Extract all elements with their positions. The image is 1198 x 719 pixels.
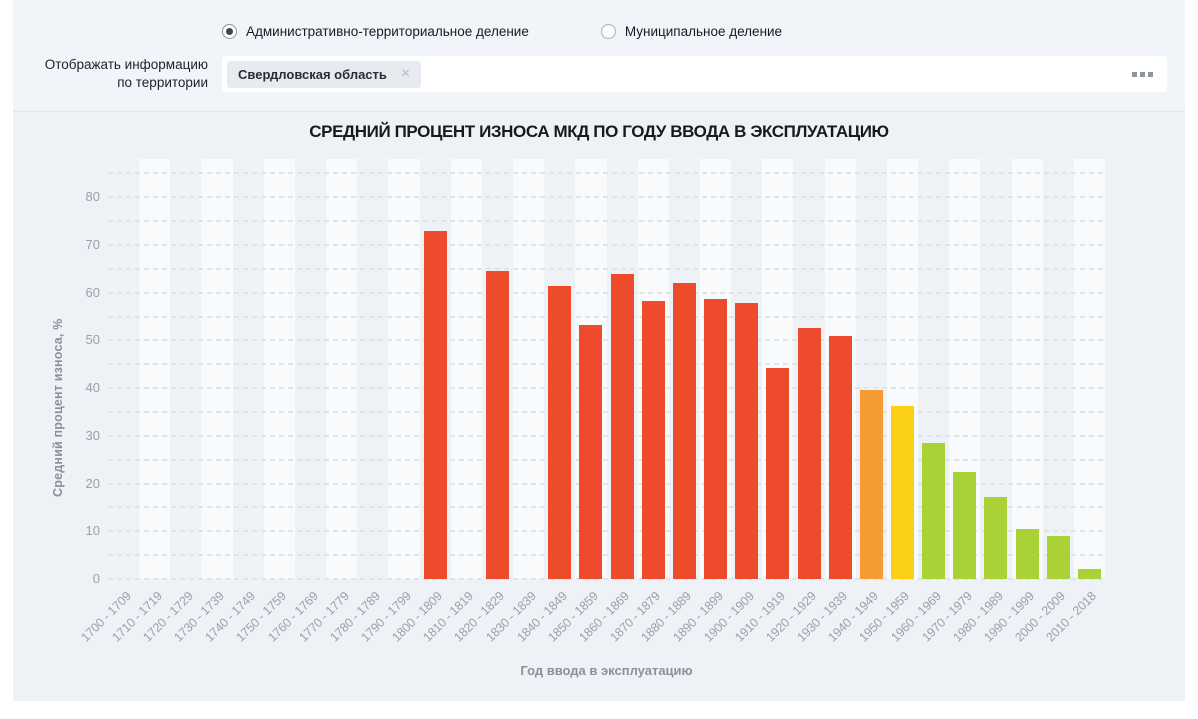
plot-stripe xyxy=(357,159,389,579)
grid-line xyxy=(108,243,1105,246)
y-tick-label: 10 xyxy=(85,523,100,539)
radio-administrative-division[interactable]: Административно-территориальное деление xyxy=(222,23,529,39)
grid-line xyxy=(108,578,1105,580)
dot xyxy=(1148,71,1153,77)
y-tick-label: 80 xyxy=(85,189,100,205)
bar-1880-1889[interactable] xyxy=(672,283,696,579)
territory-chip-label: Свердловская область xyxy=(238,66,387,82)
bar-1920-1929[interactable] xyxy=(797,328,821,579)
grid-line xyxy=(108,387,1105,390)
bar-1950-1959[interactable] xyxy=(890,406,914,579)
grid-line xyxy=(108,196,1105,199)
plot-stripe xyxy=(388,159,420,579)
chart-panel: СРЕДНИЙ ПРОЦЕНТ ИЗНОСА МКД ПО ГОДУ ВВОДА… xyxy=(13,112,1185,701)
page: Административно-территориальное деление … xyxy=(13,0,1185,701)
bar-1940-1949[interactable] xyxy=(859,390,883,579)
division-radio-row: Административно-территориальное деление … xyxy=(13,20,1185,42)
bar-1850-1859[interactable] xyxy=(579,325,603,579)
plot-stripe xyxy=(201,159,233,579)
bar-1970-1979[interactable] xyxy=(953,472,977,579)
bar-1820-1829[interactable] xyxy=(485,271,509,579)
territory-filter-panel: Административно-территориальное деление … xyxy=(13,0,1185,112)
grid-line xyxy=(108,458,1105,461)
bar-1980-1989[interactable] xyxy=(984,496,1008,579)
bar-1900-1909[interactable] xyxy=(735,303,759,579)
grid-line xyxy=(108,172,1105,175)
bar-1800-1809[interactable] xyxy=(423,230,447,579)
territory-field-label: Отображать информацию по территории xyxy=(44,57,208,91)
bar-2010-2018[interactable] xyxy=(1077,568,1101,579)
grid-line xyxy=(108,315,1105,318)
y-tick-label: 50 xyxy=(85,332,100,348)
chart-title: СРЕДНИЙ ПРОЦЕНТ ИЗНОСА МКД ПО ГОДУ ВВОДА… xyxy=(309,122,889,141)
territory-chip[interactable]: Свердловская область × xyxy=(227,60,422,88)
y-tick-label: 20 xyxy=(85,475,100,491)
territory-input[interactable]: Свердловская область × xyxy=(222,56,1167,93)
dot xyxy=(1132,71,1137,77)
grid-line xyxy=(108,220,1105,223)
grid-line xyxy=(108,482,1105,485)
grid-line xyxy=(108,506,1105,509)
x-axis-title: Год ввода в эксплуатацию xyxy=(520,663,693,678)
y-tick-label: 60 xyxy=(85,284,100,300)
plot-stripe xyxy=(232,159,264,579)
bar-1960-1969[interactable] xyxy=(922,442,946,579)
bar-1910-1919[interactable] xyxy=(766,368,790,579)
bar-1840-1849[interactable] xyxy=(548,286,572,579)
plot-stripe xyxy=(1073,159,1105,579)
radio-button-icon[interactable] xyxy=(600,23,616,39)
grid-line xyxy=(108,410,1105,413)
bar-1990-1999[interactable] xyxy=(1015,529,1039,579)
plot-area xyxy=(108,159,1105,580)
radio-municipal-division[interactable]: Муниципальное деление xyxy=(600,23,783,39)
bar-1890-1899[interactable] xyxy=(704,299,728,579)
y-tick-label: 30 xyxy=(85,427,100,443)
radio-label: Административно-территориальное деление xyxy=(246,23,529,39)
plot-stripe xyxy=(326,159,358,579)
plot-stripe xyxy=(108,159,140,579)
plot-stripe xyxy=(139,159,171,579)
plot-stripe xyxy=(513,159,545,579)
grid-line xyxy=(108,291,1105,294)
plot-stripe xyxy=(263,159,295,579)
plot-stripe xyxy=(1011,159,1043,579)
plot-stripe xyxy=(1042,159,1074,579)
y-tick-label: 0 xyxy=(92,571,100,586)
y-tick-label: 70 xyxy=(85,236,100,252)
dot xyxy=(1140,71,1145,77)
plot-stripe xyxy=(170,159,202,579)
bar-1860-1869[interactable] xyxy=(610,273,634,579)
bar-1870-1879[interactable] xyxy=(641,300,665,579)
grid-line xyxy=(108,267,1105,270)
grid-line xyxy=(108,554,1105,557)
bar-1930-1939[interactable] xyxy=(828,335,852,579)
grid-line xyxy=(108,339,1105,342)
chip-close-icon[interactable]: × xyxy=(400,65,411,83)
division-radio-group: Административно-территориальное деление … xyxy=(222,20,782,42)
grid-line xyxy=(108,434,1105,437)
grid-line xyxy=(108,530,1105,533)
plot-stripe xyxy=(450,159,482,579)
plot-stripe xyxy=(294,159,327,579)
grid-line xyxy=(108,363,1105,366)
more-options-icon[interactable] xyxy=(1130,68,1155,81)
territory-row: Отображать информацию по территории Свер… xyxy=(13,56,1185,93)
radio-button-icon[interactable] xyxy=(222,23,237,39)
bar-2000-2009[interactable] xyxy=(1046,536,1070,579)
radio-label: Муниципальное деление xyxy=(624,23,783,39)
y-tick-label: 40 xyxy=(85,380,100,396)
